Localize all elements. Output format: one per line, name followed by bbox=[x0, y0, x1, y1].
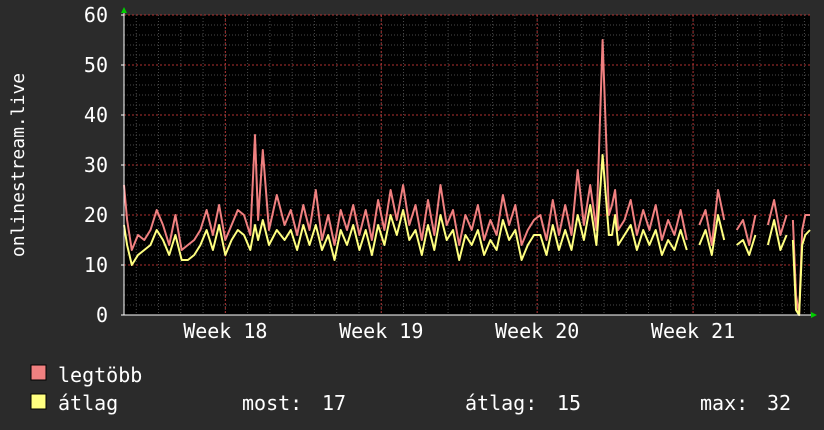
legend-swatch-max bbox=[30, 364, 47, 381]
stat-avg-value: 15 bbox=[557, 391, 581, 415]
series-line-max bbox=[123, 39, 810, 316]
legend-label-avg: átlag bbox=[58, 391, 118, 415]
y-tick-label: 10 bbox=[84, 253, 108, 277]
plot-area bbox=[124, 15, 810, 315]
y-axis-arrow-icon bbox=[121, 7, 127, 13]
legend-label-max: legtöbb bbox=[58, 363, 142, 387]
y-tick-label: 60 bbox=[84, 3, 108, 27]
stat-now-value: 17 bbox=[322, 391, 346, 415]
series-lines bbox=[123, 39, 811, 316]
stat-max-value: 32 bbox=[767, 391, 791, 415]
y-tick-label: 40 bbox=[84, 103, 108, 127]
y-tick-label: 0 bbox=[96, 303, 108, 327]
y-axis-label: onlinestream.live bbox=[8, 73, 29, 257]
grid bbox=[124, 14, 810, 315]
y-tick-labels: 0 10 20 30 40 50 60 bbox=[84, 3, 124, 327]
y-tick-label: 30 bbox=[84, 153, 108, 177]
x-axis-arrow-icon bbox=[811, 312, 817, 318]
x-tick-label: Week 20 bbox=[495, 319, 579, 343]
stat-now-label: most: bbox=[242, 391, 302, 415]
x-tick-labels: Week 18 Week 19 Week 20 Week 21 bbox=[183, 319, 735, 343]
legend-swatch-avg bbox=[30, 393, 47, 410]
x-tick-label: Week 19 bbox=[339, 319, 423, 343]
x-tick-label: Week 21 bbox=[651, 319, 735, 343]
stat-avg-label: átlag: bbox=[465, 391, 537, 415]
series-line-avg bbox=[123, 154, 811, 316]
stat-max-label: max: bbox=[700, 391, 748, 415]
y-tick-label: 50 bbox=[84, 53, 108, 77]
x-tick-label: Week 18 bbox=[183, 319, 267, 343]
y-tick-label: 20 bbox=[84, 203, 108, 227]
